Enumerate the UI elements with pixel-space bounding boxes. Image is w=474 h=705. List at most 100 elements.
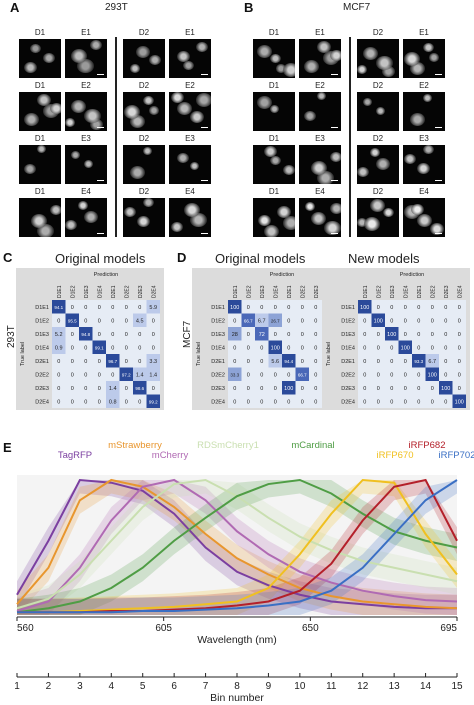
cm-c-cell: [92, 367, 106, 381]
bin-tick-label: 8: [234, 681, 240, 692]
series-name-mStrawberry: mStrawberry: [108, 440, 162, 451]
cm-d-orig-cell: [228, 340, 242, 354]
scale-bar: [201, 73, 208, 75]
cm-c-cell-value: 0: [71, 345, 74, 351]
cm-d-new-cell: [385, 313, 399, 327]
bin-tick-label: 5: [140, 681, 146, 692]
cm-d-new-cell: [452, 327, 466, 341]
cm-d-orig-col-label: D2E1: [287, 285, 293, 298]
cm-c-col-label: D1E1: [57, 285, 63, 298]
cm-c-cell-value: 99.2: [149, 399, 158, 404]
cm-d-new-cell-value: 0: [458, 318, 461, 324]
cm-c-cell: [146, 367, 160, 381]
cm-d-new-cell-value: 0: [458, 386, 461, 392]
cm-d-orig-cell-value: 0: [314, 372, 317, 378]
cm-d-orig-cell: [241, 327, 255, 341]
cm-d-new-cell-value: 0: [417, 318, 420, 324]
cm-d-new-col-label: D1E1: [363, 285, 369, 298]
cm-c-prediction-label: Prediction: [94, 272, 118, 278]
panel-d-original-title: Original models: [215, 251, 306, 266]
cm-d-orig-cell: [295, 340, 309, 354]
cm-d-orig-cell: [241, 367, 255, 381]
x-tick-label: 605: [155, 623, 172, 634]
bin-tick-label: 2: [46, 681, 52, 692]
scale-bar: [435, 179, 442, 181]
cm-d-orig-cell: [228, 381, 242, 395]
cm-c-cell: [79, 327, 93, 341]
cm-d-new-cell-value: 0: [377, 305, 380, 311]
series-band-RDSmCherry1: [17, 480, 457, 615]
panel-c-letter: C: [3, 250, 13, 265]
cm-c-cell-value: 0.8: [109, 399, 117, 405]
cm-d-orig-cell: [228, 313, 242, 327]
cm-d-new-cell: [398, 340, 412, 354]
cm-d-orig-cell: [282, 354, 296, 368]
cm-c-cell-value: 0: [138, 345, 141, 351]
cm-c-cell: [119, 327, 133, 341]
bin-tick-label: 15: [451, 681, 463, 692]
bin-tick-label: 13: [389, 681, 401, 692]
cm-d-new-cell: [452, 394, 466, 408]
cm-d-new-cell: [425, 394, 439, 408]
cm-d-orig-col-label: D1E3: [260, 285, 266, 298]
cm-d-orig-cell-value: 6.7: [258, 318, 266, 324]
series-name-iRFP702: iRFP702: [439, 450, 474, 461]
cm-d-orig-cell-value: 0: [301, 359, 304, 365]
scale-bar: [97, 232, 104, 234]
cm-c-col-label: D2E3: [138, 285, 144, 298]
cm-c-cell-value: 0: [138, 332, 141, 338]
cm-d-new-cell: [398, 367, 412, 381]
cm-d-orig-cell-value: 28: [232, 332, 238, 338]
pa-tile-r2-c2: E2: [65, 81, 107, 131]
cm-d-orig-cell-value: 0: [274, 372, 277, 378]
cm-d-new-cell-value: 100: [441, 386, 450, 392]
series-band-mCherry: [17, 480, 457, 615]
cm-d-new-cell: [398, 394, 412, 408]
cm-c-cell-value: 99.1: [95, 345, 104, 350]
cm-c-cell: [52, 354, 66, 368]
cm-d-new-cell: [412, 381, 426, 395]
panel-a-letter: A: [10, 0, 20, 15]
cm-d-orig-cell-value: 100: [271, 345, 280, 351]
pa-tile-label: D2: [138, 187, 150, 196]
pb-tile-label: E1: [315, 28, 325, 37]
cm-d-orig-cell: [241, 313, 255, 327]
cm-d-new-cell: [452, 367, 466, 381]
cm-c-cell: [133, 313, 147, 327]
cm-c-cell: [146, 313, 160, 327]
cm-c-row-label: D1E1: [35, 305, 49, 311]
cm-d-new-row-label: D2E2: [341, 372, 355, 378]
cm-d-new-cell: [371, 367, 385, 381]
cm-c-cell: [106, 354, 120, 368]
cm-d-new-cell: [452, 381, 466, 395]
cm-d-orig-cell: [255, 394, 269, 408]
bin-tick-label: 4: [109, 681, 115, 692]
cm-d-orig-cell-value: 0: [287, 345, 290, 351]
series-line-iRFP670: [17, 478, 458, 614]
pb-tile-label: E1: [419, 28, 429, 37]
cm-c-cell-value: 0: [57, 386, 60, 392]
cm-d-new-cell-value: 100: [455, 399, 464, 405]
cm-d-new-cell-value: 0: [431, 332, 434, 338]
series-line-mCherry: [16, 478, 458, 612]
cm-c-cell-value: 0: [71, 359, 74, 365]
cm-d-new-cell: [385, 381, 399, 395]
cm-d-new-cell-value: 0: [404, 332, 407, 338]
pb-tile-r3-c2: E3: [299, 134, 341, 184]
pa-tile-r4-c3: D2: [123, 187, 165, 237]
cm-d-orig-cell-value: 0: [274, 386, 277, 392]
cm-d-orig-cell-value: 33.3: [230, 372, 239, 377]
cm-c-cell: [79, 313, 93, 327]
cm-d-new-cell: [452, 313, 466, 327]
cm-d-orig-cell-value: 0: [247, 399, 250, 405]
pa-tile-label: E3: [185, 134, 195, 143]
scale-bar: [97, 179, 104, 181]
cm-c-cell-value: 0: [71, 332, 74, 338]
cm-c-cell-value: 0: [138, 359, 141, 365]
cm-c-cell: [119, 394, 133, 408]
pa-tile-r3-c3: D2: [123, 134, 165, 184]
cm-d-new-cell-value: 0: [377, 332, 380, 338]
cm-c-cell-value: 0: [111, 305, 114, 311]
cm-d-new-cell-value: 0: [444, 345, 447, 351]
cm-d-orig-col-label: D2E2: [300, 285, 306, 298]
